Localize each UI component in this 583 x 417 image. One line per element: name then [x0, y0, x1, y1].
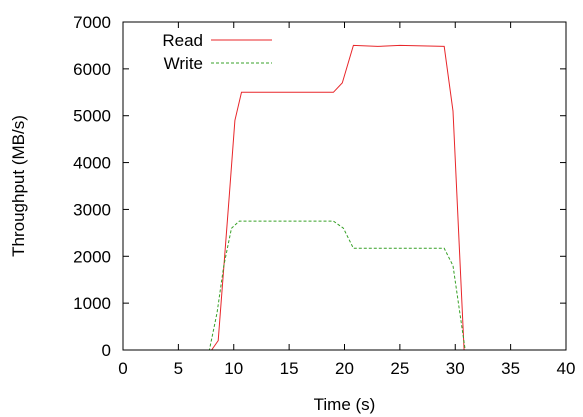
x-tick-label: 25	[390, 359, 409, 378]
series-line-write	[123, 220, 566, 351]
series-line-read	[123, 44, 566, 351]
series-layer	[123, 44, 566, 351]
y-tick-label: 6000	[73, 60, 111, 79]
y-tick-label: 2000	[73, 247, 111, 266]
x-tick-label: 15	[280, 359, 299, 378]
x-tick-label: 35	[501, 359, 520, 378]
x-tick-label: 40	[557, 359, 576, 378]
ticks-layer: 0 5 10 15 20 25 30 35 40 0 1000 2000 3000 4000 5000 600…	[73, 13, 575, 378]
x-tick-label: 30	[446, 359, 465, 378]
legend: Read Write	[162, 31, 272, 73]
y-tick-label: 1000	[73, 294, 111, 313]
x-axis-label: Time (s)	[314, 395, 376, 414]
y-tick-label: 3000	[73, 200, 111, 219]
y-tick-label: 7000	[73, 13, 111, 32]
x-tick-label: 5	[174, 359, 183, 378]
y-tick-label: 4000	[73, 154, 111, 173]
y-tick-label: 5000	[73, 107, 111, 126]
x-tick-label: 20	[335, 359, 354, 378]
legend-label-read: Read	[162, 31, 203, 50]
y-axis-label: Throughput (MB/s)	[9, 115, 28, 257]
legend-label-write: Write	[164, 54, 203, 73]
x-tick-label: 0	[118, 359, 127, 378]
y-tick-label: 0	[102, 341, 111, 360]
x-tick-label: 10	[224, 359, 243, 378]
